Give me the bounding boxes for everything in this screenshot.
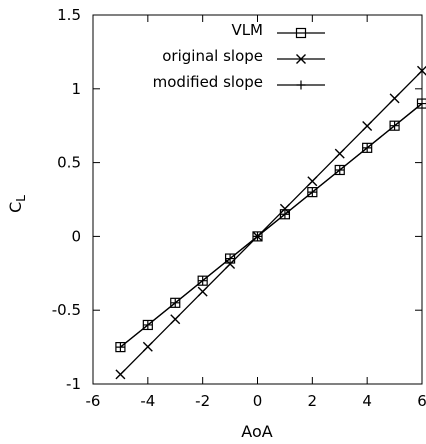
y-tick-label: 1 — [71, 80, 81, 98]
legend-marker — [295, 27, 307, 39]
data-point — [198, 276, 208, 286]
x-tick-label: 2 — [308, 392, 318, 410]
legend-label: original slope — [162, 47, 263, 65]
axis-ticks: -6 -4 -2 0 2 4 6 -1 -0.5 0 0.5 1 1.5 — [52, 6, 426, 410]
data-point — [390, 121, 400, 131]
data-point — [362, 121, 373, 131]
series-plus — [115, 99, 426, 352]
y-tick-label: 0.5 — [57, 154, 81, 172]
data-point — [389, 93, 400, 104]
x-tick-label: -2 — [195, 392, 210, 410]
y-tick-label: 1.5 — [57, 6, 81, 24]
legend-label: VLM — [231, 21, 263, 39]
y-tick-label: -0.5 — [52, 301, 81, 319]
data-point — [115, 342, 125, 352]
data-point — [307, 187, 317, 197]
series-line — [119, 70, 423, 375]
x-axis-title: AoA — [241, 422, 272, 441]
data-point — [362, 143, 372, 153]
data-point — [417, 65, 426, 76]
data-point — [307, 176, 318, 187]
data-point — [334, 148, 345, 159]
legend-marker — [296, 54, 306, 64]
x-tick-label: -6 — [86, 392, 101, 410]
data-point — [142, 341, 153, 352]
y-tick-label: 0 — [71, 227, 81, 245]
data-point — [170, 298, 180, 308]
data-point — [253, 231, 262, 241]
legend-marker — [296, 80, 306, 90]
data-point — [280, 209, 290, 219]
x-tick-label: -4 — [140, 392, 155, 410]
series-cross — [115, 65, 426, 380]
y-tick-label: -1 — [66, 375, 81, 393]
data-point — [335, 165, 345, 175]
series-layer — [115, 65, 426, 380]
data-point — [225, 254, 235, 264]
y-axis-title-main: C — [6, 202, 25, 213]
y-axis-title: CL — [6, 195, 28, 213]
data-point — [197, 286, 208, 297]
series-line — [120, 103, 423, 348]
legend: VLM original slope modified slope — [153, 21, 325, 91]
data-point — [170, 314, 181, 325]
legend-label: modified slope — [153, 73, 263, 91]
y-axis-title-subscript: L — [14, 195, 28, 202]
x-tick-label: 0 — [253, 392, 263, 410]
data-point — [115, 369, 126, 380]
data-point — [417, 99, 426, 109]
x-tick-label: 6 — [417, 392, 426, 410]
x-tick-label: 4 — [362, 392, 372, 410]
data-point — [143, 320, 153, 330]
